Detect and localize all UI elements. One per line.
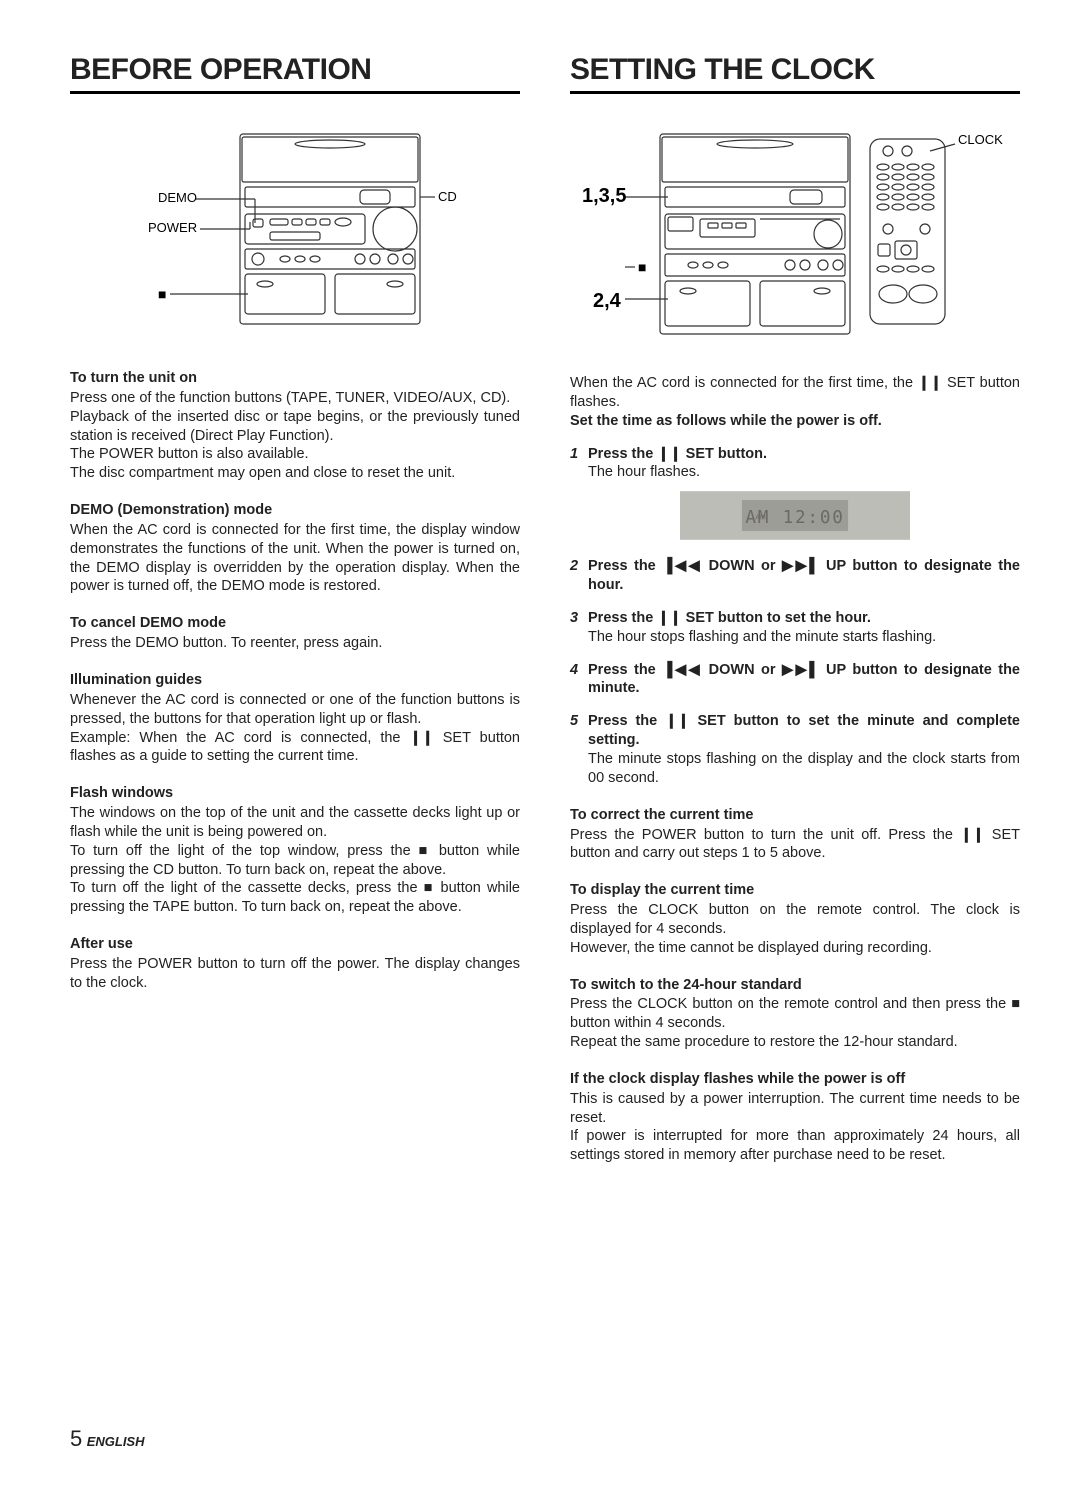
fig-label-power: POWER: [148, 220, 197, 235]
step-1-desc: The hour flashes.: [588, 463, 1020, 482]
display-time-p1: Press the CLOCK button on the remote con…: [570, 901, 1020, 939]
pause-icon: ❙❙: [409, 730, 433, 746]
pause-icon: ❙❙: [960, 827, 984, 843]
step-5: 5 Press the ❙❙ SET button to set the min…: [570, 712, 1020, 750]
right-title: SETTING THE CLOCK: [570, 50, 1020, 94]
turn-on-p4: The disc compartment may open and close …: [70, 464, 520, 483]
display-time-head: To display the current time: [570, 881, 1020, 900]
fig-label-stop: ■: [158, 286, 166, 302]
clock-flash-head: If the clock display flashes while the p…: [570, 1070, 1020, 1089]
flash-p3: To turn off the light of the cassette de…: [70, 879, 520, 917]
setting-clock-figure: 1,3,5 2,4 ■ CLOCK: [580, 119, 1010, 344]
after-use-p1: Press the POWER button to turn off the p…: [70, 955, 520, 993]
fig-label-demo: DEMO: [158, 190, 197, 205]
illum-p2: Example: When the AC cord is connected, …: [70, 729, 520, 767]
flash-head: Flash windows: [70, 784, 520, 803]
left-title: BEFORE OPERATION: [70, 50, 520, 94]
correct-time-p1: Press the POWER button to turn the unit …: [570, 826, 1020, 864]
fig-label-clock: CLOCK: [958, 132, 1003, 147]
step-4: 4 Press the ▐◀◀ DOWN or ▶▶▌ UP button to…: [570, 661, 1020, 699]
right-column: SETTING THE CLOCK: [570, 50, 1020, 1165]
next-icon: ▶▶▌: [782, 662, 819, 678]
stop-icon: ■: [424, 880, 435, 896]
flash-p1: The windows on the top of the unit and t…: [70, 804, 520, 842]
fig-label-stop2: ■: [638, 259, 646, 275]
step-1: 1 Press the ❙❙ SET button.: [570, 445, 1020, 464]
step-3-desc: The hour stops flashing and the minute s…: [588, 628, 1020, 647]
step-2: 2 Press the ▐◀◀ DOWN or ▶▶▌ UP button to…: [570, 557, 1020, 595]
illum-head: Illumination guides: [70, 671, 520, 690]
display-figure: AM 12:00 AM: [680, 488, 910, 543]
pause-icon: ❙❙: [657, 446, 681, 462]
turn-on-head: To turn the unit on: [70, 369, 520, 388]
demo-p1: When the AC cord is connected for the fi…: [70, 521, 520, 596]
svg-text:AM: AM: [755, 515, 766, 522]
clock-flash-p1: This is caused by a power interruption. …: [570, 1090, 1020, 1128]
intro-1: When the AC cord is connected for the fi…: [570, 374, 1020, 412]
step-5-desc: The minute stops flashing on the display…: [588, 750, 1020, 788]
pause-icon: ❙❙: [657, 610, 681, 626]
demo-head: DEMO (Demonstration) mode: [70, 501, 520, 520]
cancel-demo-p1: Press the DEMO button. To reenter, press…: [70, 634, 520, 653]
correct-time-head: To correct the current time: [570, 806, 1020, 825]
stop-icon: ■: [1011, 996, 1020, 1012]
next-icon: ▶▶▌: [782, 558, 819, 574]
flash-p2: To turn off the light of the top window,…: [70, 842, 520, 880]
left-column: BEFORE OPERATION: [70, 50, 520, 1165]
turn-on-p3: The POWER button is also available.: [70, 445, 520, 464]
fig-label-24: 2,4: [593, 290, 622, 312]
clock-flash-p2: If power is interrupted for more than ap…: [570, 1127, 1020, 1165]
turn-on-p1: Press one of the function buttons (TAPE,…: [70, 389, 520, 408]
display-time-p2: However, the time cannot be displayed du…: [570, 939, 1020, 958]
step-3: 3 Press the ❙❙ SET button to set the hou…: [570, 609, 1020, 628]
turn-on-p2: Playback of the inserted disc or tape be…: [70, 408, 520, 446]
pause-icon: ❙❙: [665, 713, 689, 729]
intro-2: Set the time as follows while the power …: [570, 413, 882, 429]
switch-24h-p2: Repeat the same procedure to restore the…: [570, 1033, 1020, 1052]
illum-p1: Whenever the AC cord is connected or one…: [70, 691, 520, 729]
fig-label-135: 1,3,5: [582, 185, 626, 207]
switch-24h-p1: Press the CLOCK button on the remote con…: [570, 995, 1020, 1033]
page-footer: 5 ENGLISH: [70, 1425, 1020, 1454]
before-operation-figure: DEMO POWER CD ■: [130, 119, 460, 339]
page-language: ENGLISH: [87, 1434, 145, 1449]
after-use-head: After use: [70, 935, 520, 954]
pause-icon: ❙❙: [918, 375, 942, 391]
fig-label-cd: CD: [438, 189, 457, 204]
prev-icon: ▐◀◀: [662, 662, 702, 678]
prev-icon: ▐◀◀: [662, 558, 702, 574]
cancel-demo-head: To cancel DEMO mode: [70, 614, 520, 633]
switch-24h-head: To switch to the 24-hour standard: [570, 976, 1020, 995]
stop-icon: ■: [418, 843, 431, 859]
page-number: 5: [70, 1426, 82, 1451]
